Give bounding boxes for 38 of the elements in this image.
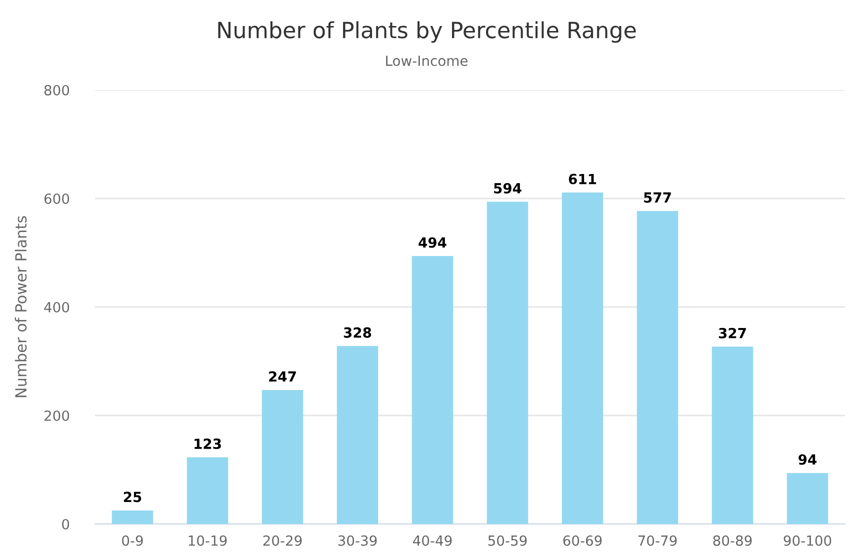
bar — [486, 202, 528, 524]
x-tick-label: 50-59 — [488, 535, 527, 546]
data-label: 327 — [718, 328, 746, 338]
bar — [112, 510, 154, 524]
x-tick-label: 30-39 — [338, 535, 377, 546]
x-tick-label: 40-49 — [413, 535, 452, 546]
bar — [336, 346, 378, 524]
data-label: 328 — [344, 327, 372, 338]
data-label: 94 — [798, 454, 817, 465]
data-label: 577 — [644, 192, 671, 203]
bar — [412, 256, 454, 524]
data-label: 611 — [568, 174, 596, 184]
x-tick-label: 20-29 — [263, 535, 302, 546]
x-tick-label: 0-9 — [122, 535, 143, 546]
chart-title: Number of Plants by Percentile Range — [218, 21, 636, 43]
data-label: 123 — [194, 438, 221, 450]
bar — [186, 457, 228, 524]
x-tick-label: 10-19 — [188, 535, 227, 546]
bar — [262, 390, 304, 524]
y-tick-label: 200 — [44, 410, 70, 421]
x-tick-label: 70-79 — [638, 535, 677, 546]
y-tick-label: 800 — [44, 84, 70, 96]
chart-subtitle: Low-Income — [386, 56, 468, 66]
bar — [562, 192, 604, 524]
y-tick-label: 0 — [62, 518, 70, 530]
y-tick-label: 400 — [44, 302, 70, 312]
bar — [712, 346, 754, 524]
data-label: 494 — [418, 237, 446, 248]
y-tick-label: 600 — [44, 193, 70, 204]
x-tick-label: 60-69 — [563, 535, 602, 546]
bar — [786, 473, 828, 524]
x-tick-label: 80-89 — [713, 535, 752, 546]
data-label: 594 — [494, 183, 522, 194]
x-tick-label: 90-100 — [784, 535, 832, 546]
data-label: 247 — [269, 371, 296, 382]
data-label: 25 — [124, 492, 142, 502]
y-axis-title: Number of Power Plants — [14, 216, 27, 398]
bar — [636, 210, 678, 524]
